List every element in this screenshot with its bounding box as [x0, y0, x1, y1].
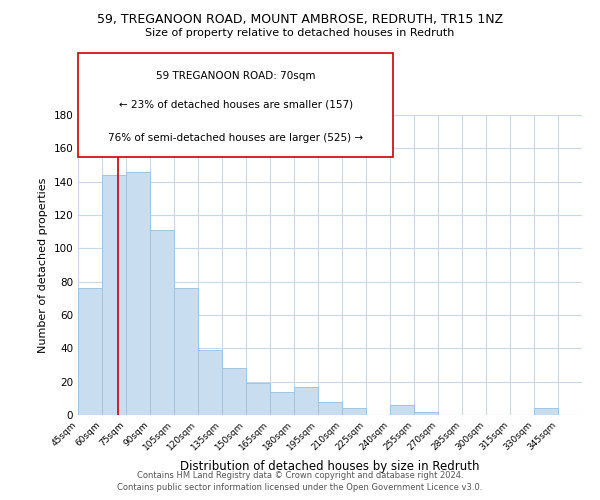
Bar — [270, 392, 294, 415]
Text: 59 TREGANOON ROAD: 70sqm: 59 TREGANOON ROAD: 70sqm — [156, 71, 316, 81]
Text: Contains public sector information licensed under the Open Government Licence v3: Contains public sector information licen… — [118, 484, 482, 492]
Bar — [198, 350, 222, 415]
Y-axis label: Number of detached properties: Number of detached properties — [38, 178, 48, 352]
Bar — [390, 405, 414, 415]
Bar — [414, 412, 438, 415]
Text: 76% of semi-detached houses are larger (525) →: 76% of semi-detached houses are larger (… — [108, 133, 363, 143]
Bar — [294, 386, 318, 415]
X-axis label: Distribution of detached houses by size in Redruth: Distribution of detached houses by size … — [180, 460, 480, 473]
Bar — [318, 402, 342, 415]
Bar — [222, 368, 246, 415]
Bar — [126, 172, 150, 415]
Text: Contains HM Land Registry data © Crown copyright and database right 2024.: Contains HM Land Registry data © Crown c… — [137, 471, 463, 480]
Text: ← 23% of detached houses are smaller (157): ← 23% of detached houses are smaller (15… — [119, 100, 353, 110]
Bar — [342, 408, 366, 415]
Bar — [534, 408, 558, 415]
Bar — [174, 288, 198, 415]
Bar — [78, 288, 102, 415]
Text: Size of property relative to detached houses in Redruth: Size of property relative to detached ho… — [145, 28, 455, 38]
Text: 59, TREGANOON ROAD, MOUNT AMBROSE, REDRUTH, TR15 1NZ: 59, TREGANOON ROAD, MOUNT AMBROSE, REDRU… — [97, 12, 503, 26]
Bar — [246, 384, 270, 415]
Bar — [150, 230, 174, 415]
Bar — [102, 175, 126, 415]
